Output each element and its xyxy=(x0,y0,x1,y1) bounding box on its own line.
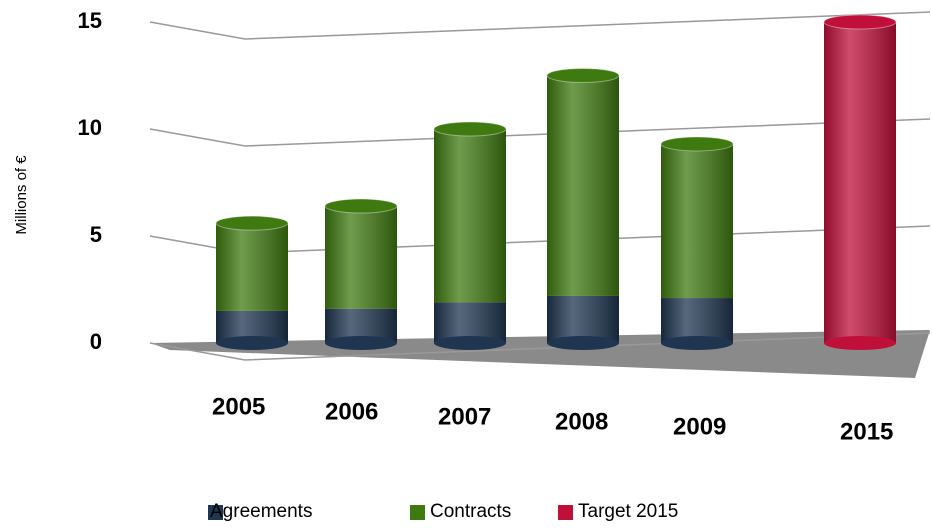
grid-line xyxy=(149,11,931,40)
bar-bottom xyxy=(434,336,506,350)
bar-bottom xyxy=(661,336,733,350)
bar-top xyxy=(324,198,398,214)
bar-shade xyxy=(434,129,506,303)
legend-label: Target 2015 xyxy=(578,501,678,522)
y-axis-label: Millions of € xyxy=(13,155,30,235)
legend-swatch xyxy=(410,505,425,520)
x-tick-label: 2015 xyxy=(840,418,893,445)
bar-bottom xyxy=(547,336,619,350)
bar-shade xyxy=(824,22,896,343)
legend-swatch xyxy=(208,505,223,520)
bar-top xyxy=(823,14,897,30)
bar-shade xyxy=(547,295,619,343)
y-tick-label: 10 xyxy=(78,115,102,140)
x-tick-label: 2005 xyxy=(212,393,265,420)
bar-bottom xyxy=(824,336,896,350)
bar-shade xyxy=(661,143,733,299)
bar-top xyxy=(546,68,620,83)
bar-shade xyxy=(661,298,733,343)
bar-shade xyxy=(325,206,397,309)
bar-bottom xyxy=(216,336,288,350)
x-tick-label: 2008 xyxy=(555,408,608,435)
y-tick-label: 5 xyxy=(90,222,102,247)
y-tick-label: 15 xyxy=(78,8,102,33)
bar-top xyxy=(660,136,734,152)
legend-label: Agreements xyxy=(210,501,312,522)
bar-top xyxy=(215,215,289,231)
bar-top xyxy=(433,121,507,137)
bar-shade xyxy=(547,75,619,296)
bar-bottom xyxy=(325,336,397,350)
x-tick-label: 2009 xyxy=(673,413,726,440)
legend-label: Contracts xyxy=(430,501,511,522)
y-tick-label: 0 xyxy=(90,329,102,354)
x-tick-label: 2006 xyxy=(325,398,378,425)
x-tick-label: 2007 xyxy=(438,403,491,430)
legend-swatch xyxy=(558,505,573,520)
bar-shade xyxy=(216,223,288,311)
grid-line xyxy=(149,118,931,147)
